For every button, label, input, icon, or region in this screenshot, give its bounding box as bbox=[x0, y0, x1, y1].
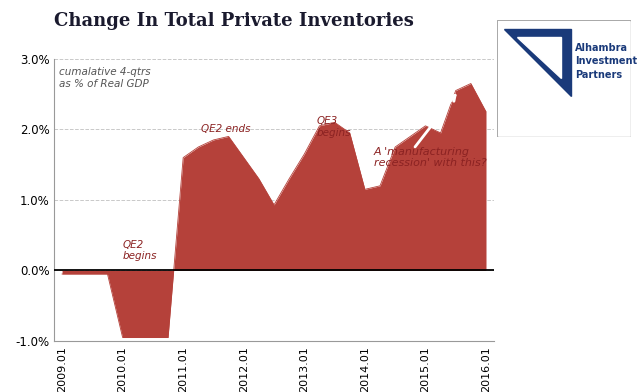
Text: QE3
begins: QE3 begins bbox=[317, 116, 351, 138]
Polygon shape bbox=[504, 29, 571, 96]
Text: A 'manufacturing
recession' with this?: A 'manufacturing recession' with this? bbox=[374, 147, 487, 168]
Polygon shape bbox=[517, 37, 562, 78]
Text: Change In Total Private Inventories: Change In Total Private Inventories bbox=[54, 12, 414, 30]
Text: QE2
begins: QE2 begins bbox=[122, 240, 157, 261]
Text: QE2 ends: QE2 ends bbox=[201, 124, 251, 134]
Text: cumalative 4-qtrs
as % of Real GDP: cumalative 4-qtrs as % of Real GDP bbox=[59, 67, 151, 89]
Text: Alhambra
Investment
Partners: Alhambra Investment Partners bbox=[575, 43, 637, 80]
